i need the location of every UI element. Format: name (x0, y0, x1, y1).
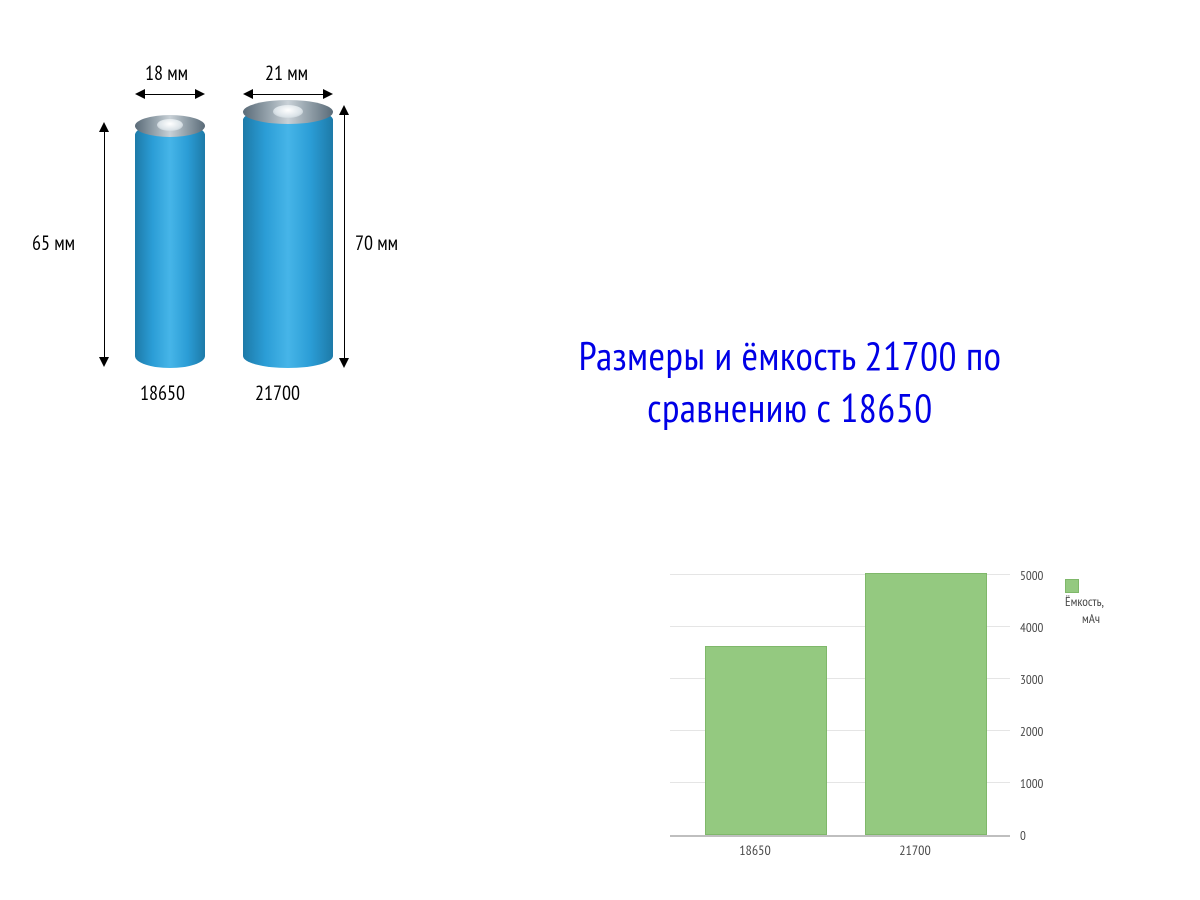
chart-legend: Ёмкость, мАч (1065, 577, 1120, 628)
chart-bar-1 (865, 573, 987, 835)
battery1-cylinder-icon (135, 115, 205, 368)
chart-bar-0 (705, 646, 827, 835)
chart-plot-area (670, 575, 1010, 837)
chart-ytick-3: 3000 (1020, 671, 1060, 688)
battery1-height-arrow (100, 122, 110, 367)
battery2-name: 21700 (255, 380, 300, 406)
chart-xlabel-0: 18650 (695, 841, 815, 859)
chart-ytick-2: 2000 (1020, 723, 1060, 740)
battery2-height-arrow (340, 105, 350, 368)
battery1-width-arrow (135, 90, 205, 100)
battery1-width-label: 18 мм (145, 60, 188, 86)
chart-ytick-5: 5000 (1020, 567, 1060, 584)
battery2-cylinder-icon (243, 100, 333, 368)
battery1-name: 18650 (140, 380, 185, 406)
battery-size-diagram: 18 мм 21 мм 65 мм 70 мм 18650 21700 (30, 40, 430, 410)
chart-legend-swatch-icon (1065, 579, 1079, 593)
battery2-height-label: 70 мм (355, 230, 398, 256)
page-title-line1: Размеры и ёмкость 21700 по (579, 330, 1002, 382)
chart-ytick-4: 4000 (1020, 619, 1060, 636)
battery1-height-label: 65 мм (32, 230, 75, 256)
chart-legend-label-line1: Ёмкость, (1065, 593, 1104, 610)
page-title: Размеры и ёмкость 21700 по сравнению с 1… (430, 330, 1150, 434)
chart-legend-label-line2: мАч (1082, 610, 1100, 627)
battery2-width-label: 21 мм (265, 60, 308, 86)
capacity-bar-chart: 18650 21700 010002000300040005000 Ёмкост… (660, 575, 1120, 885)
chart-ytick-1: 1000 (1020, 775, 1060, 792)
chart-ytick-0: 0 (1020, 827, 1060, 844)
chart-xlabel-1: 21700 (855, 841, 975, 859)
page-title-line2: сравнению с 18650 (647, 382, 933, 434)
battery2-width-arrow (243, 90, 333, 100)
